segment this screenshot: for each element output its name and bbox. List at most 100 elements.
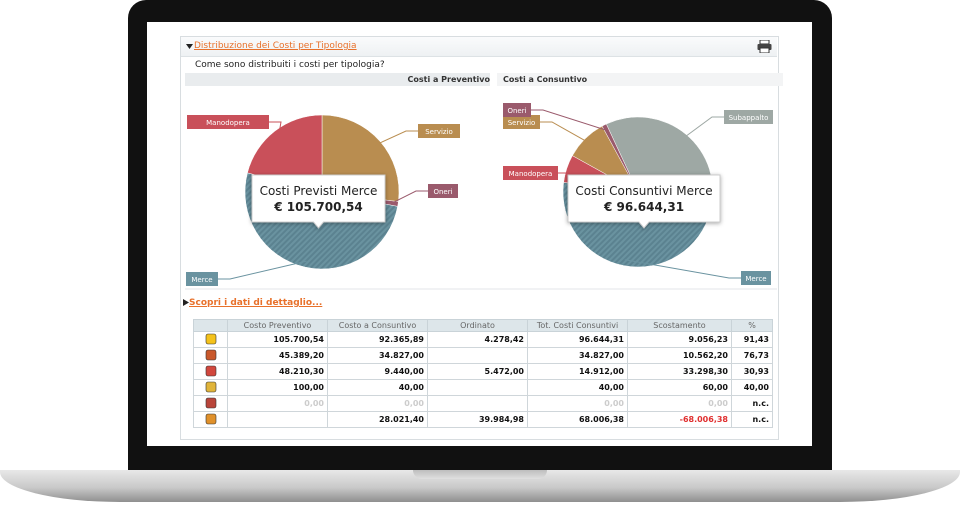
leader-line xyxy=(374,130,418,146)
table-cell: 30,93 xyxy=(731,363,773,380)
row-icon-cell xyxy=(193,411,228,428)
header-cell: % xyxy=(731,319,773,332)
header-cell xyxy=(193,319,228,332)
row-icon-cell xyxy=(193,331,228,348)
callout xyxy=(567,174,721,229)
slice-label: Servizio xyxy=(425,128,453,136)
table-cell: 0,00 xyxy=(327,395,428,412)
row-icon xyxy=(205,381,216,392)
table-cell xyxy=(227,411,328,428)
table-cell: n.c. xyxy=(731,395,773,412)
slice-label-box xyxy=(186,272,218,286)
table-cell: 14.912,00 xyxy=(527,363,628,380)
detail-table: Costo Preventivo Costo a Consuntivo Ordina… xyxy=(193,319,773,428)
pie-slice xyxy=(247,114,323,193)
header-cell: Costo a Consuntivo xyxy=(327,319,428,332)
callout-value: € 96.644,31 xyxy=(603,200,684,214)
collapse-arrow[interactable] xyxy=(186,43,193,50)
header-cell: Scostamento xyxy=(627,319,732,332)
table-cell: 34.827,00 xyxy=(527,347,628,364)
slice-label: Oneri xyxy=(507,107,526,115)
row-icon-cell xyxy=(193,395,228,412)
table-cell: 68.006,38 xyxy=(527,411,628,428)
row-icon-cell xyxy=(193,379,228,396)
header-cell: Ordinato xyxy=(427,319,528,332)
table-cell: 28.021,40 xyxy=(327,411,428,428)
slice-label: Merce xyxy=(745,275,766,283)
slice-label-box xyxy=(428,184,458,198)
header-cell: Tot. Costi Consuntivi xyxy=(527,319,628,332)
table-cell: 10.562,20 xyxy=(627,347,732,364)
row-icon xyxy=(205,397,216,408)
expand-arrow[interactable] xyxy=(183,299,189,306)
table-cell: 0,00 xyxy=(527,395,628,412)
row-icon xyxy=(205,333,216,344)
tab[interactable]: Costi a Preventivo xyxy=(185,73,490,86)
slice-label: Servizio xyxy=(508,119,536,127)
tab[interactable]: Costi a Consuntivo xyxy=(497,73,783,86)
leader-line xyxy=(269,121,282,137)
slice-label-box xyxy=(741,271,771,285)
table-row: 100,00 40,00 40,00 60,00 40,00 xyxy=(193,379,773,396)
table-cell: 0,00 xyxy=(227,395,328,412)
table-cell: 92.365,89 xyxy=(327,331,428,348)
leader-line xyxy=(558,170,573,174)
header-cell: Costo Preventivo xyxy=(227,319,328,332)
table-cell: 40,00 xyxy=(731,379,773,396)
table-row: 45.389,20 34.827,00 34.827,00 10.562,20 76,7… xyxy=(193,347,773,364)
callout xyxy=(251,174,386,229)
table-row: 0,00 0,00 0,00 0,00 n.c. xyxy=(193,395,773,412)
table-cell: 91,43 xyxy=(731,331,773,348)
leader-line xyxy=(624,259,741,279)
laptop-notch xyxy=(413,470,547,479)
slice-label-box xyxy=(503,115,540,129)
table-cell: -68.006,38 xyxy=(627,411,732,428)
table-cell: 9.056,23 xyxy=(627,331,732,348)
leader-line xyxy=(531,109,608,131)
table-cell: 5.472,00 xyxy=(427,363,528,380)
detail-link[interactable]: Scopri i dati di dettaglio... xyxy=(189,298,323,308)
table-cell xyxy=(427,379,528,396)
slice-label-box xyxy=(418,124,460,138)
slice-label-box xyxy=(503,103,531,117)
callout-title: Costi Consuntivi Merce xyxy=(575,184,712,198)
leader-line xyxy=(218,260,307,280)
header-row: Costo Preventivo Costo a Consuntivo Ordina… xyxy=(193,319,773,332)
panel xyxy=(180,36,779,440)
table-cell: 60,00 xyxy=(627,379,732,396)
table-cell: 96.644,31 xyxy=(527,331,628,348)
slice-label-box xyxy=(503,166,558,180)
slice-label: Manodopera xyxy=(206,119,250,127)
panel-title[interactable]: Distribuzione dei Costi per Tipologia xyxy=(194,41,357,51)
slice-label: Oneri xyxy=(433,188,452,196)
table-cell: 34.827,00 xyxy=(327,347,428,364)
table-cell: 40,00 xyxy=(527,379,628,396)
table-cell xyxy=(427,395,528,412)
slice-label-box xyxy=(724,110,773,124)
table-row: 105.700,54 92.365,89 4.278,42 96.644,31 9.05… xyxy=(193,331,773,348)
row-icon-cell xyxy=(193,347,228,364)
row-icon xyxy=(205,349,216,360)
table-cell: 48.210,30 xyxy=(227,363,328,380)
table-cell: 40,00 xyxy=(327,379,428,396)
table-cell: 76,73 xyxy=(731,347,773,364)
callout-value: € 105.700,54 xyxy=(273,200,362,214)
table-cell xyxy=(427,347,528,364)
table-cell: 33.298,30 xyxy=(627,363,732,380)
table-row: 48.210,30 9.440,00 5.472,00 14.912,00 33.298… xyxy=(193,363,773,380)
table-cell: 0,00 xyxy=(627,395,732,412)
panel-header xyxy=(181,37,777,57)
slice-label-box xyxy=(187,115,269,129)
leader-line xyxy=(681,116,724,140)
pie-area: Servizio Oneri Merce Manodopera Costi Previs… xyxy=(185,103,777,290)
table-cell: 4.278,42 xyxy=(427,331,528,348)
table-cell: 105.700,54 xyxy=(227,331,328,348)
table-cell: 45.389,20 xyxy=(227,347,328,364)
table-cell: 100,00 xyxy=(227,379,328,396)
table-row: 28.021,40 39.984,98 68.006,38 -68.006,38 n.c… xyxy=(193,411,773,428)
leader-line xyxy=(540,121,590,144)
table-cell: n.c. xyxy=(731,411,773,428)
print-icon[interactable] xyxy=(757,40,772,53)
callout-title: Costi Previsti Merce xyxy=(260,184,378,198)
